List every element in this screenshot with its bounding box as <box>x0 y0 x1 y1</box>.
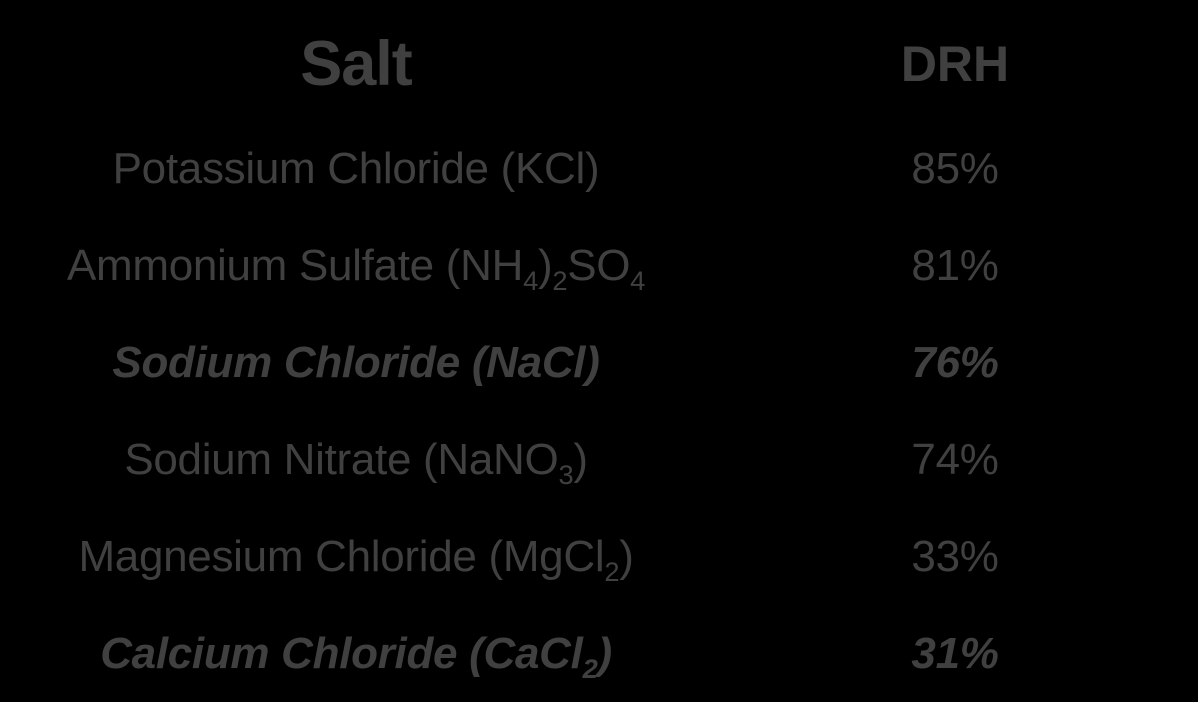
salt-name: Calcium Chloride (CaCl2) <box>100 628 612 684</box>
table-row: Magnesium Chloride (MgCl2) 33% <box>0 508 1198 605</box>
column-header-salt: Salt <box>300 29 413 99</box>
column-header-drh: DRH <box>900 36 1010 92</box>
drh-value: 81% <box>911 240 999 290</box>
table-row: Sodium Nitrate (NaNO3) 74% <box>0 411 1198 508</box>
salt-name: Potassium Chloride (KCl) <box>112 143 600 193</box>
table-rows: Potassium Chloride (KCl) 85% Ammonium Sulf… <box>0 120 1198 702</box>
drh-value: 33% <box>911 531 999 581</box>
drh-value: 85% <box>911 143 999 193</box>
drh-value: 31% <box>911 628 999 678</box>
salt-name: Sodium Nitrate (NaNO3) <box>124 434 588 490</box>
table-row: Sodium Chloride (NaCl) 76% <box>0 314 1198 411</box>
salt-name: Ammonium Sulfate (NH4)2SO4 <box>66 240 646 296</box>
salt-name: Magnesium Chloride (MgCl2) <box>78 531 634 587</box>
drh-value: 74% <box>911 434 999 484</box>
table-header-row: Salt DRH <box>0 8 1198 120</box>
table-row: Potassium Chloride (KCl) 85% <box>0 120 1198 217</box>
drh-value: 76% <box>911 337 999 387</box>
table-row: Ammonium Sulfate (NH4)2SO4 81% <box>0 217 1198 314</box>
table-row: Calcium Chloride (CaCl2) 31% <box>0 605 1198 702</box>
salt-name: Sodium Chloride (NaCl) <box>112 337 600 387</box>
